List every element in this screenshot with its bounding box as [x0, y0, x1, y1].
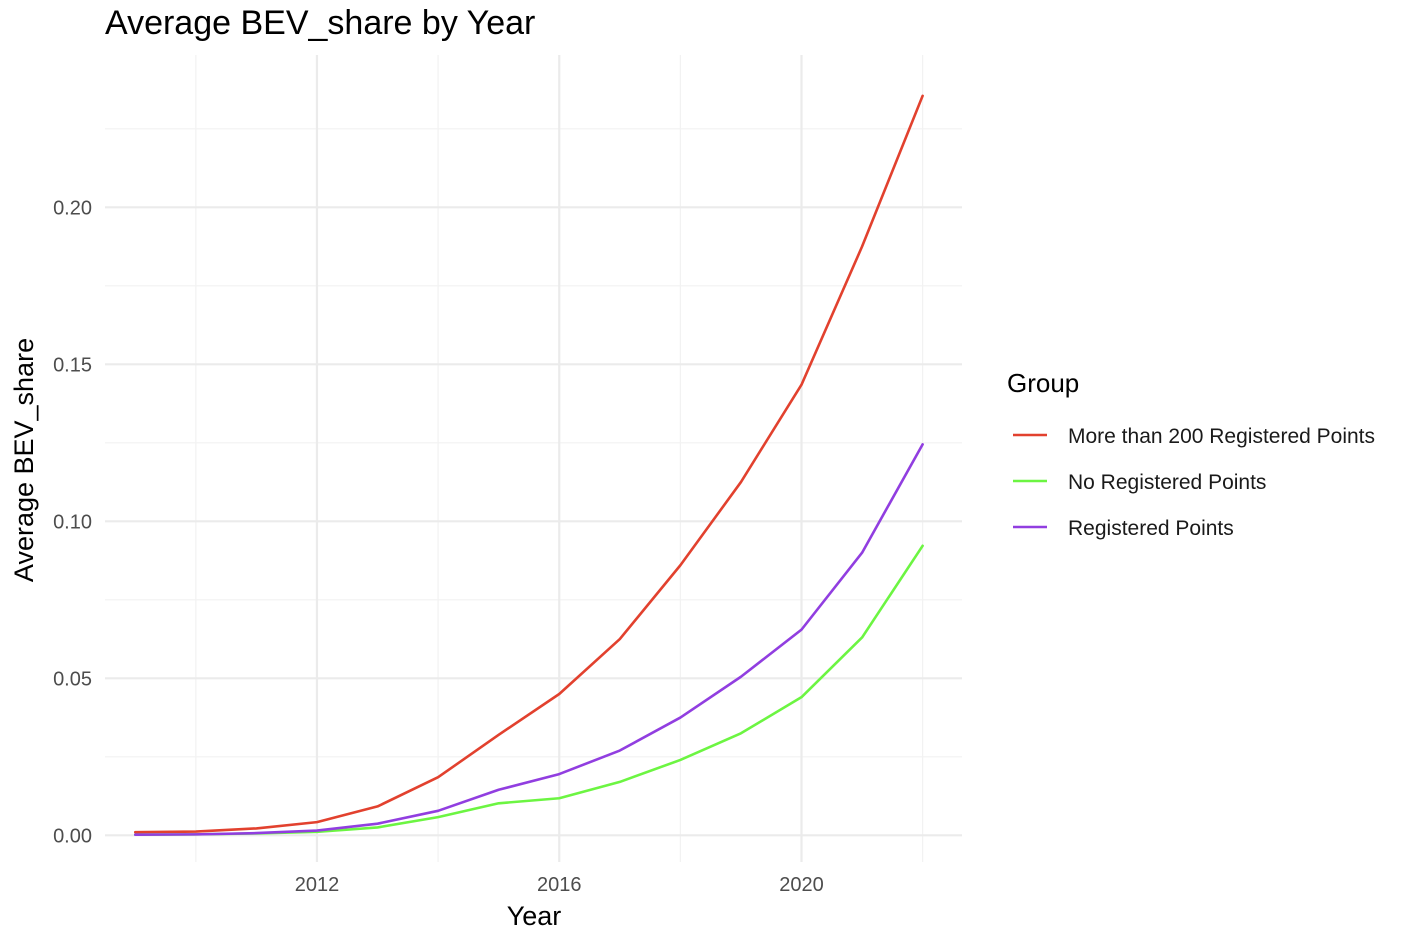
x-tick-label: 2020: [779, 874, 824, 896]
y-tick-label: 0.10: [53, 511, 92, 533]
series-line-3: [133, 443, 924, 836]
series-lines: [133, 94, 924, 836]
legend-label-2: No Registered Points: [1068, 471, 1266, 494]
y-tick-label: 0.15: [53, 354, 92, 376]
x-axis-title: Year: [507, 901, 562, 931]
y-axis-title: Average BEV_share: [9, 338, 39, 582]
x-tick-label: 2016: [537, 874, 582, 896]
series-line-2: [133, 544, 924, 836]
grid: [105, 55, 962, 862]
legend-label-3: Registered Points: [1068, 517, 1234, 540]
y-tick-label: 0.05: [53, 668, 92, 690]
x-tick-label: 2012: [295, 874, 340, 896]
legend: Group More than 200 Registered Points No …: [1007, 368, 1375, 540]
legend-label-1: More than 200 Registered Points: [1068, 425, 1375, 448]
tick-labels: 0.00 0.05 0.10 0.15 0.20 2012 2016 2020: [53, 197, 824, 896]
chart-title: Average BEV_share by Year: [105, 4, 535, 42]
series-line-1: [133, 94, 924, 834]
y-tick-label: 0.00: [53, 825, 92, 847]
y-tick-label: 0.20: [53, 197, 92, 219]
legend-title: Group: [1007, 368, 1079, 398]
